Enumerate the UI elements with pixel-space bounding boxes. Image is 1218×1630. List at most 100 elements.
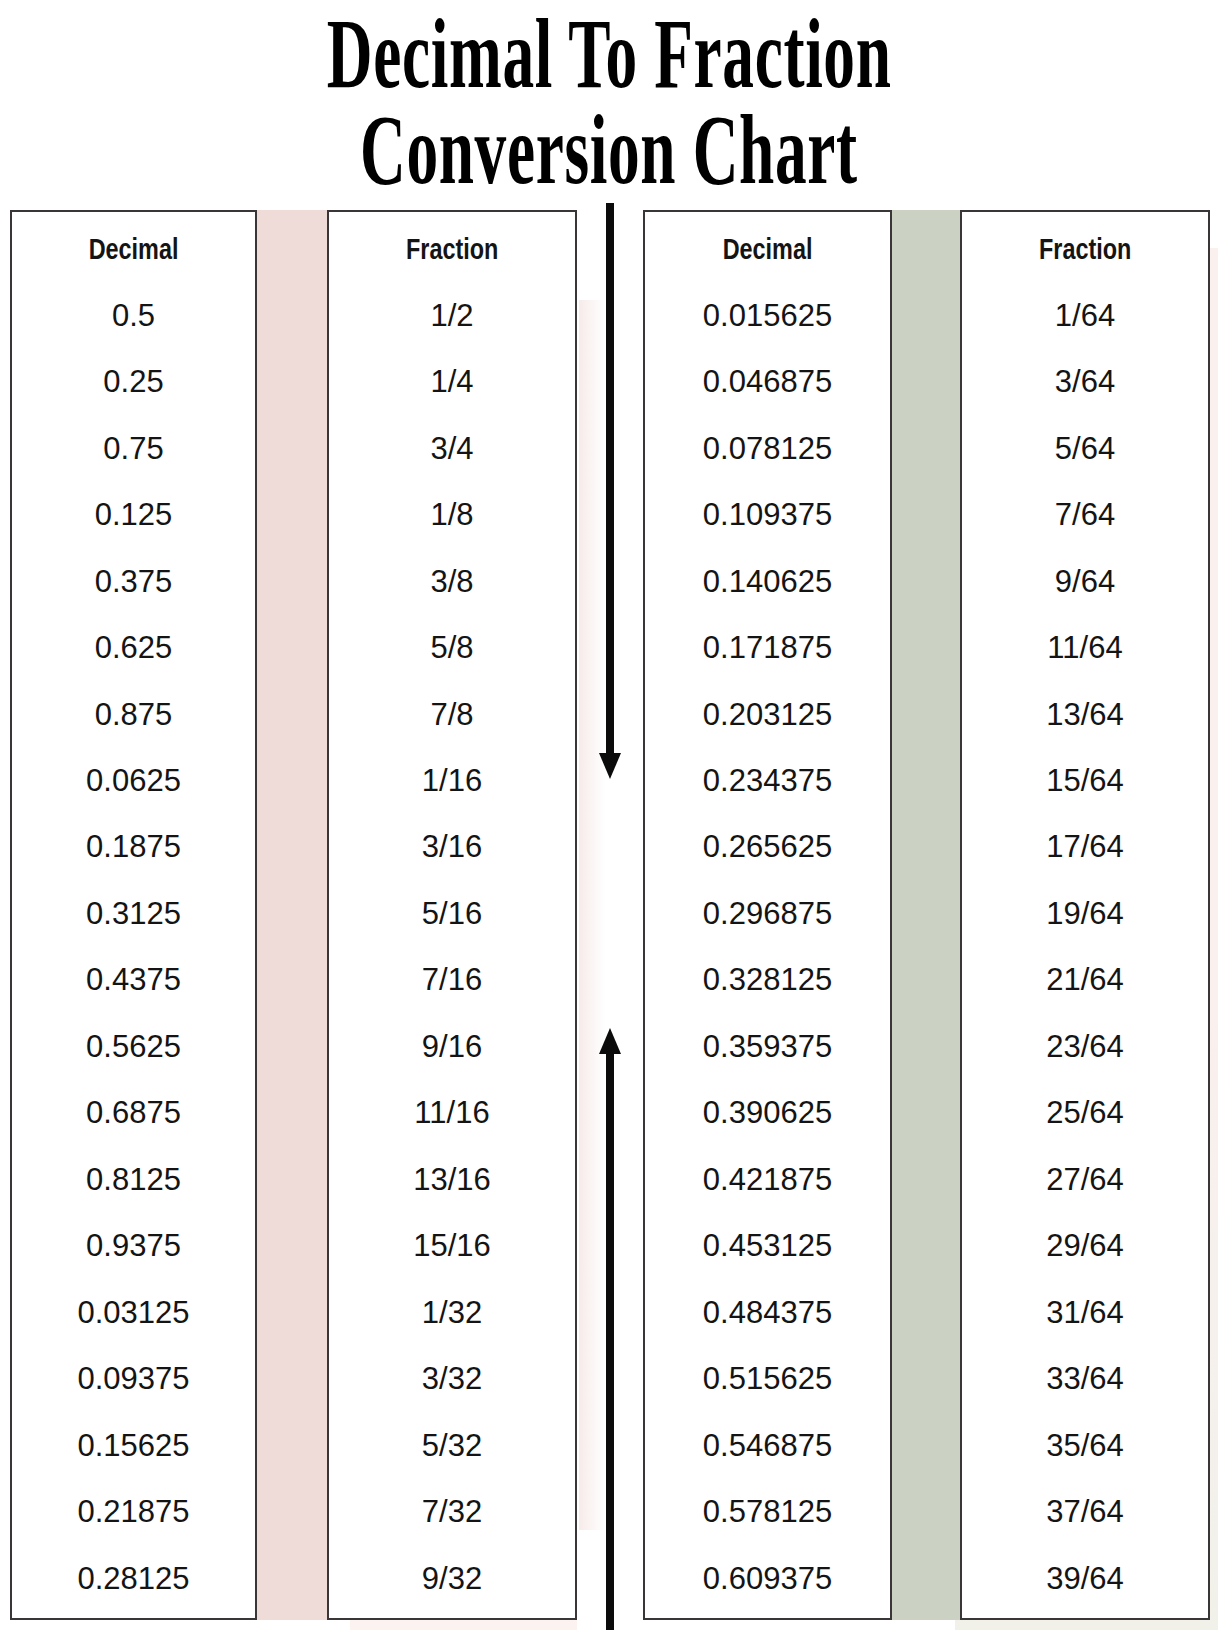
left-decimal-value: 0.5625 <box>12 1014 255 1080</box>
left-decimal-value: 0.75 <box>12 415 255 481</box>
arrow-up-head <box>599 1028 621 1054</box>
page-title-line-1-text: Decimal To Fraction <box>327 4 892 103</box>
left-decimal-value: 0.28125 <box>12 1545 255 1611</box>
right-fraction-value: 35/64 <box>962 1412 1208 1478</box>
right-decimal-value: 0.359375 <box>645 1014 890 1080</box>
left-fraction-value: 7/16 <box>329 947 575 1013</box>
right-decimal-value: 0.015625 <box>645 282 890 348</box>
left-fraction-value: 9/16 <box>329 1014 575 1080</box>
left-decimal-value: 0.125 <box>12 482 255 548</box>
right-decimal-value: 0.390625 <box>645 1080 890 1146</box>
right-decimal-column: Decimal0.0156250.0468750.0781250.1093750… <box>643 210 892 1620</box>
arrow-up-line <box>606 1050 614 1630</box>
long-arrow-up-icon <box>606 1028 614 1630</box>
page-title-line-2: Conversion Chart <box>0 100 1218 194</box>
left-decimal-column: Decimal0.50.250.750.1250.3750.6250.8750.… <box>10 210 257 1620</box>
left-decimal-value: 0.0625 <box>12 748 255 814</box>
right-fraction-value: 33/64 <box>962 1346 1208 1412</box>
right-decimal-value: 0.578125 <box>645 1479 890 1545</box>
right-decimal-value: 0.296875 <box>645 881 890 947</box>
right-fraction-column: Fraction1/643/645/647/649/6411/6413/6415… <box>960 210 1210 1620</box>
left-fraction-header: Fraction <box>329 216 575 282</box>
column-header-label: Decimal <box>89 232 179 266</box>
left-fraction-value: 7/32 <box>329 1479 575 1545</box>
right-fraction-value: 31/64 <box>962 1280 1208 1346</box>
left-fraction-value: 15/16 <box>329 1213 575 1279</box>
left-decimal-value: 0.875 <box>12 681 255 747</box>
left-fraction-value: 5/8 <box>329 615 575 681</box>
right-decimal-value: 0.078125 <box>645 415 890 481</box>
left-decimal-value: 0.03125 <box>12 1280 255 1346</box>
left-decimal-value: 0.6875 <box>12 1080 255 1146</box>
page-title-line-2-text: Conversion Chart <box>360 100 858 199</box>
left-fraction-value: 9/32 <box>329 1545 575 1611</box>
left-decimal-value: 0.5 <box>12 282 255 348</box>
left-fraction-value: 7/8 <box>329 681 575 747</box>
left-decimal-header: Decimal <box>12 216 255 282</box>
pink-stripe-divider <box>257 210 327 1620</box>
left-fraction-value: 1/4 <box>329 349 575 415</box>
column-header-label: Decimal <box>723 232 813 266</box>
left-fraction-value: 3/4 <box>329 415 575 481</box>
left-fraction-value: 5/16 <box>329 881 575 947</box>
right-decimal-value: 0.109375 <box>645 482 890 548</box>
left-decimal-value: 0.09375 <box>12 1346 255 1412</box>
right-fraction-value: 21/64 <box>962 947 1208 1013</box>
arrow-down-head <box>599 753 621 779</box>
right-fraction-value: 23/64 <box>962 1014 1208 1080</box>
left-decimal-value: 0.3125 <box>12 881 255 947</box>
right-fraction-value: 11/64 <box>962 615 1208 681</box>
column-header-label: Fraction <box>406 232 498 266</box>
decor-right-edge-shading <box>1210 248 1218 1630</box>
right-fraction-value: 29/64 <box>962 1213 1208 1279</box>
left-fraction-value: 3/16 <box>329 814 575 880</box>
right-decimal-value: 0.609375 <box>645 1545 890 1611</box>
left-fraction-value: 11/16 <box>329 1080 575 1146</box>
right-decimal-value: 0.234375 <box>645 748 890 814</box>
right-decimal-value: 0.046875 <box>645 349 890 415</box>
left-decimal-value: 0.4375 <box>12 947 255 1013</box>
left-decimal-value: 0.25 <box>12 349 255 415</box>
right-fraction-value: 5/64 <box>962 415 1208 481</box>
left-fraction-value: 1/2 <box>329 282 575 348</box>
right-fraction-value: 39/64 <box>962 1545 1208 1611</box>
right-fraction-value: 3/64 <box>962 349 1208 415</box>
left-decimal-value: 0.15625 <box>12 1412 255 1478</box>
page-title-line-1: Decimal To Fraction <box>0 4 1218 98</box>
right-fraction-value: 37/64 <box>962 1479 1208 1545</box>
right-fraction-value: 13/64 <box>962 681 1208 747</box>
right-fraction-value: 25/64 <box>962 1080 1208 1146</box>
green-stripe-divider <box>892 210 960 1620</box>
page-title: Decimal To Fraction Conversion Chart <box>0 2 1218 194</box>
decor-bottom-left-shading <box>350 1620 577 1630</box>
left-decimal-value: 0.21875 <box>12 1479 255 1545</box>
left-fraction-value: 1/16 <box>329 748 575 814</box>
left-decimal-value: 0.1875 <box>12 814 255 880</box>
right-decimal-value: 0.140625 <box>645 548 890 614</box>
left-fraction-value: 5/32 <box>329 1412 575 1478</box>
decor-mid-shading <box>579 300 605 1530</box>
right-fraction-value: 15/64 <box>962 748 1208 814</box>
right-decimal-header: Decimal <box>645 216 890 282</box>
left-decimal-value: 0.375 <box>12 548 255 614</box>
left-decimal-value: 0.8125 <box>12 1147 255 1213</box>
left-fraction-value: 1/32 <box>329 1280 575 1346</box>
right-decimal-value: 0.265625 <box>645 814 890 880</box>
arrow-down-line <box>606 203 614 755</box>
right-decimal-value: 0.421875 <box>645 1147 890 1213</box>
left-decimal-value: 0.625 <box>12 615 255 681</box>
right-decimal-value: 0.453125 <box>645 1213 890 1279</box>
right-fraction-value: 19/64 <box>962 881 1208 947</box>
right-decimal-value: 0.171875 <box>645 615 890 681</box>
left-fraction-value: 3/32 <box>329 1346 575 1412</box>
left-decimal-value: 0.9375 <box>12 1213 255 1279</box>
right-fraction-value: 27/64 <box>962 1147 1208 1213</box>
right-fraction-header: Fraction <box>962 216 1208 282</box>
conversion-chart-page: Decimal To Fraction Conversion Chart Dec… <box>0 0 1218 1630</box>
long-arrow-down-icon <box>606 203 614 777</box>
right-fraction-value: 9/64 <box>962 548 1208 614</box>
decor-bottom-right-shading <box>955 1620 1218 1630</box>
column-header-label: Fraction <box>1039 232 1131 266</box>
left-fraction-value: 13/16 <box>329 1147 575 1213</box>
right-decimal-value: 0.546875 <box>645 1412 890 1478</box>
